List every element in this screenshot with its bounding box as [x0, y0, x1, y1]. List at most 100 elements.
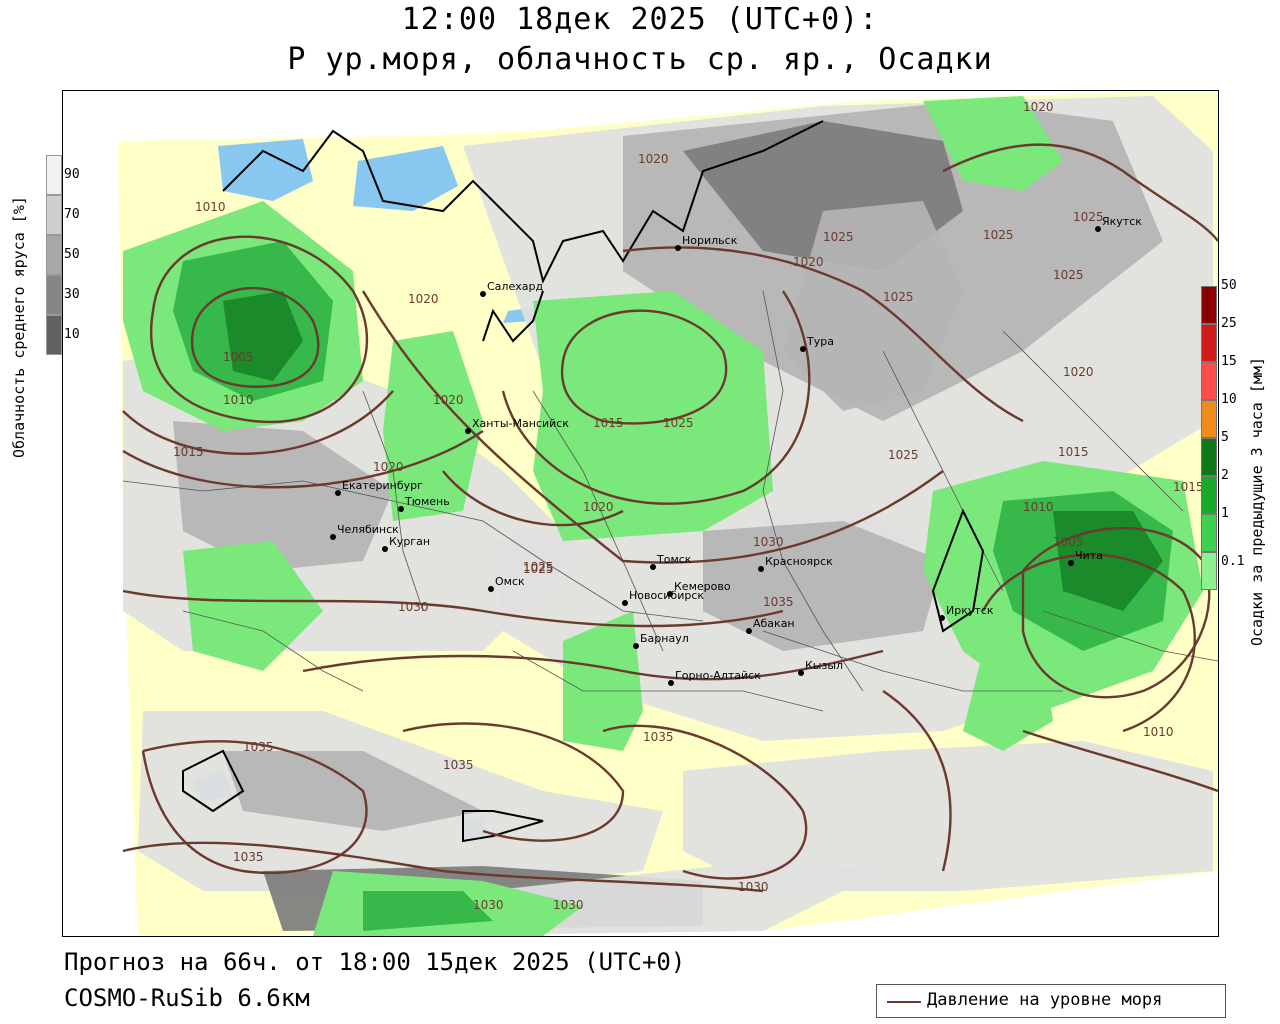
coastline [182, 749, 245, 813]
precip-scale-tick: 1 [1221, 506, 1229, 521]
isobar [141, 740, 368, 875]
isobar-label: 1020 [373, 460, 404, 474]
isobar-label: 1030 [473, 898, 504, 912]
isobar [501, 290, 811, 505]
city-marker [650, 564, 656, 570]
isobar-label: 1020 [433, 393, 464, 407]
city-marker [488, 586, 494, 592]
precip-scale-box [1201, 476, 1217, 514]
isobar-label: 1035 [233, 850, 264, 864]
city-label: Иркутск [946, 604, 994, 617]
cloud-scale-box [46, 195, 62, 235]
admin-border [182, 610, 364, 692]
coastline [931, 508, 985, 633]
cloud-area [223, 751, 483, 831]
isobar-label: 1025 [1073, 210, 1104, 224]
city-label: Курган [389, 535, 430, 548]
admin-border [1042, 610, 1219, 662]
admin-border [512, 650, 824, 712]
city-label: Тура [806, 335, 834, 348]
precip-scale-box [1201, 286, 1217, 324]
precip-scale-box [1201, 438, 1217, 476]
city-label: Омск [495, 575, 525, 588]
isobar-label: 1015 [1173, 480, 1204, 494]
city-label: Ханты-Мансийск [472, 417, 569, 430]
isobar [1022, 729, 1219, 793]
isobar-label: 1010 [1023, 500, 1054, 514]
city-label: Барнаул [640, 632, 689, 645]
isobar [149, 235, 369, 424]
isobar-label: 1030 [753, 535, 784, 549]
isobar-label: 1030 [553, 898, 584, 912]
isobar-label: 1035 [243, 740, 274, 754]
map-canvas: 1020 1020 1025 1025 1025 1025 1025 1020 1010 1005… [118, 91, 1219, 936]
water-body [218, 139, 313, 201]
coastline-layer [182, 120, 985, 843]
pressure-legend-label: Давление на уровне моря [927, 990, 1163, 1010]
precip-scale-box [1201, 362, 1217, 400]
isobar-label: 1020 [1023, 100, 1054, 114]
forecast-info: Прогноз на 66ч. от 18:00 15дек 2025 (UTC… [64, 948, 686, 976]
cloud-layer [123, 96, 1213, 936]
precip-area [963, 651, 1053, 751]
precip-area [563, 611, 643, 751]
precip-scale-tick: 50 [1221, 278, 1237, 293]
map-title: 12:00 18дек 2025 (UTC+0): [401, 2, 879, 37]
isobar-label: 1025 [983, 228, 1014, 242]
city-marker [622, 600, 628, 606]
cloud-scale-box [46, 315, 62, 355]
city-label: Челябинск [337, 523, 399, 536]
isobar-labels: 1020 1020 1025 1025 1025 1025 1025 1020 1010 1005… [173, 100, 1204, 912]
isobar-label: 1005 [223, 350, 254, 364]
precip-scale-box [1201, 552, 1217, 590]
isobar-layer [122, 143, 1219, 893]
precip-area [383, 331, 483, 521]
isobar [122, 589, 784, 628]
city-label: Кемерово [674, 580, 731, 593]
city-marker [382, 546, 388, 552]
isobar [302, 649, 884, 681]
city-marker [798, 670, 804, 676]
precip-scale-box [1201, 324, 1217, 362]
city-marker [330, 534, 336, 540]
isobar [1021, 526, 1211, 699]
isobar [602, 724, 808, 880]
precip-area [363, 891, 493, 931]
city-marker [398, 506, 404, 512]
isobar-label: 1015 [593, 416, 624, 430]
city-label: Норильск [682, 234, 738, 247]
city-marker [480, 291, 486, 297]
coastline [482, 290, 544, 343]
city-label: Абакан [753, 617, 795, 630]
isobar [442, 470, 624, 527]
city-label: Чита [1075, 549, 1103, 562]
precip-scale-tick: 10 [1221, 392, 1237, 407]
isobar-label: 1025 [523, 560, 554, 574]
isobar-label: 1035 [763, 595, 794, 609]
cloud-area [683, 741, 1213, 891]
cloud-scale-box [46, 155, 62, 195]
cloud-scale-tick: 70 [64, 207, 80, 222]
precip-scale-tick: 0.1 [1221, 554, 1245, 569]
city-label: Горно-Алтайск [675, 669, 761, 682]
isobar-label: 1025 [523, 562, 554, 576]
isobar [981, 553, 1196, 733]
city-label: Красноярск [765, 555, 833, 568]
cloud-scale-tick: 50 [64, 247, 80, 262]
city-label: Тюмень [404, 495, 450, 508]
city-label: Кызыл [805, 659, 843, 672]
precip-scale-tick: 15 [1221, 354, 1237, 369]
precip-scale-box [1201, 400, 1217, 438]
isobar [560, 309, 728, 425]
city-marker [668, 680, 674, 686]
isobar [122, 430, 484, 489]
isobar-label: 1010 [1143, 725, 1174, 739]
isobar-label: 1030 [398, 600, 429, 614]
cloud-scale-tick: 90 [64, 167, 80, 182]
city-marker [939, 615, 945, 621]
admin-border [362, 390, 424, 612]
pressure-legend: Давление на уровне моря [876, 984, 1226, 1018]
city-label: Якутск [1102, 215, 1142, 228]
precip-area [1053, 511, 1163, 611]
precip-area [923, 96, 1063, 191]
